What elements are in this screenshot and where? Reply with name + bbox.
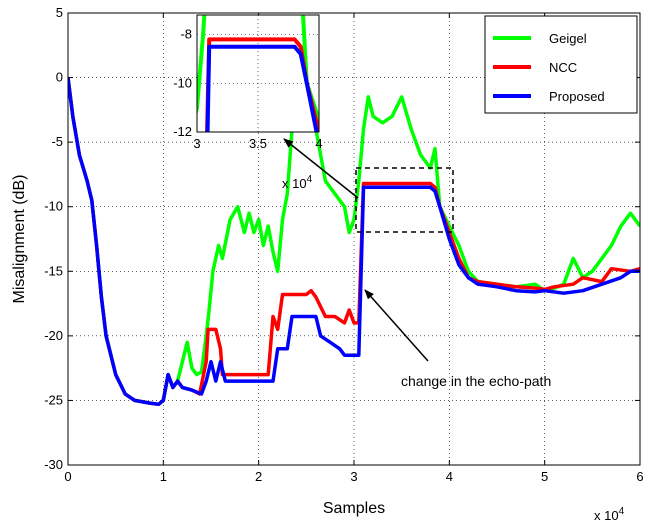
legend: Geigel NCC Proposed	[484, 15, 638, 114]
inset-y-tick-label: -8	[180, 27, 192, 42]
zoom-box	[355, 167, 454, 233]
legend-ncc-label: NCC	[549, 60, 577, 75]
inset-x-tick-label: 4	[315, 136, 322, 151]
x-multiplier-exponent: 4	[619, 506, 625, 517]
x-multiplier-base: x 10	[594, 508, 619, 523]
inset-x-tick-label: 3	[193, 136, 200, 151]
y-tick-label: 0	[56, 70, 63, 85]
inset-frame	[196, 14, 320, 133]
inset-y-tick-label: -10	[173, 75, 192, 90]
x-tick-label: 0	[64, 469, 71, 484]
annotation-arrows	[283, 138, 429, 362]
echo-path-annotation: change in the echo-path	[401, 373, 551, 389]
inset-x-multiplier: x 104	[282, 174, 313, 191]
echo-path-arrow	[364, 289, 429, 362]
series-line-proposed	[68, 77, 640, 407]
x-tick-label: 2	[255, 469, 262, 484]
inset-x-multiplier-exponent: 4	[307, 174, 313, 185]
x-multiplier: x 104	[594, 506, 625, 523]
inset-y-tick-label: -12	[173, 124, 192, 139]
y-tick-label: 5	[56, 5, 63, 20]
x-tick-label: 1	[160, 469, 167, 484]
y-tick-label: -15	[44, 263, 63, 278]
inset-ticks: 3 3.5 4 -8 -10 -12	[173, 27, 322, 152]
inset-plot: 3 3.5 4-8-10-12 x 104	[173, 14, 323, 191]
legend-geigel-label: Geigel	[549, 31, 587, 46]
main-ticks: 0 1 2 3 4 5 6 5 0 -5 -10 -15 -20 -25 -30	[44, 5, 643, 484]
y-tick-label: -20	[44, 328, 63, 343]
y-tick-label: -10	[44, 199, 63, 214]
x-tick-label: 6	[636, 469, 643, 484]
x-tick-label: 4	[446, 469, 453, 484]
y-axis-label: Misalignment (dB)	[11, 175, 28, 304]
x-tick-label: 5	[541, 469, 548, 484]
inset-x-tick-label: 3.5	[249, 136, 267, 151]
x-axis-label: Samples	[323, 500, 385, 517]
inset-background	[197, 15, 319, 132]
inset-x-multiplier-base: x 10	[282, 176, 307, 191]
y-tick-label: -25	[44, 392, 63, 407]
zoom-arrow	[283, 138, 359, 199]
x-tick-label: 3	[350, 469, 357, 484]
y-tick-label: -5	[51, 134, 63, 149]
legend-proposed-label: Proposed	[549, 89, 605, 104]
y-tick-label: -30	[44, 457, 63, 472]
